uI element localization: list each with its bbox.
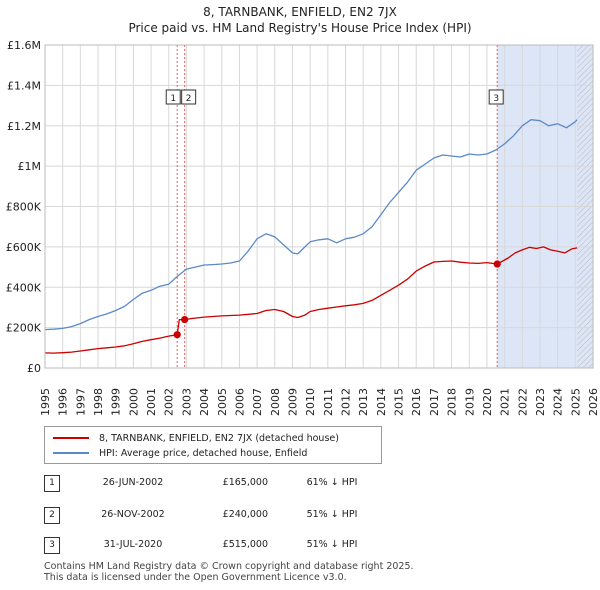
- y-tick-label: £1.4M: [7, 79, 41, 92]
- transaction-number: 2: [44, 507, 60, 524]
- y-tick-label: £1.2M: [7, 120, 41, 133]
- x-tick-label: 2009: [286, 388, 299, 416]
- marker-box: [181, 89, 197, 105]
- x-tick-label: 2016: [410, 388, 423, 416]
- transaction-hpi: 51% ↓ HPI: [306, 509, 358, 520]
- x-tick-label: 1996: [57, 388, 70, 416]
- marker-label: 3: [493, 94, 499, 104]
- footer-line2: This data is licensed under the Open Gov…: [44, 572, 347, 583]
- sale-point: [173, 331, 181, 339]
- x-tick-label: 2017: [428, 388, 441, 416]
- transaction-price: £515,000: [222, 539, 268, 550]
- y-tick-label: £600K: [6, 241, 42, 254]
- x-tick-label: 2021: [499, 388, 512, 416]
- footer-attribution: Contains HM Land Registry data © Crown c…: [44, 561, 414, 583]
- marker-box: [165, 89, 181, 105]
- x-tick-label: 2025: [569, 388, 582, 416]
- y-tick-label: £800K: [6, 201, 42, 214]
- x-tick-label: 2001: [145, 388, 158, 416]
- x-tick-label: 1999: [110, 388, 123, 416]
- y-tick-label: £200K: [6, 322, 42, 335]
- x-tick-label: 2014: [375, 388, 388, 416]
- x-tick-label: 1998: [92, 388, 105, 416]
- x-tick-label: 1995: [39, 388, 52, 416]
- transaction-number: 1: [44, 475, 60, 492]
- x-tick-label: 2006: [233, 388, 246, 416]
- x-tick-label: 2026: [587, 388, 600, 416]
- chart-title: 8, TARNBANK, ENFIELD, EN2 7JX Price paid…: [0, 4, 600, 36]
- hpi-line: [44, 119, 578, 331]
- transaction-row: 1 26-JUN-2002 £165,000 61% ↓ HPI: [44, 475, 464, 493]
- y-tick-label: £1.6M: [7, 39, 41, 52]
- x-tick-label: 2020: [481, 388, 494, 416]
- x-tick-label: 2019: [463, 388, 476, 416]
- x-tick-label: 2023: [534, 388, 547, 416]
- x-tick-label: 1997: [74, 388, 87, 416]
- x-tick-label: 2010: [304, 388, 317, 416]
- x-tick-label: 2015: [393, 388, 406, 416]
- x-tick-label: 2007: [251, 388, 264, 416]
- x-tick-label: 2011: [322, 388, 335, 416]
- x-tick-label: 2003: [180, 388, 193, 416]
- chart-title-line1: 8, TARNBANK, ENFIELD, EN2 7JX: [203, 5, 397, 19]
- transaction-price: £165,000: [222, 477, 268, 488]
- legend-item-property: 8, TARNBANK, ENFIELD, EN2 7JX (detached …: [53, 430, 339, 446]
- chart-legend: 8, TARNBANK, ENFIELD, EN2 7JX (detached …: [44, 426, 382, 464]
- legend-label-property: 8, TARNBANK, ENFIELD, EN2 7JX (detached …: [99, 432, 339, 444]
- transaction-number: 3: [44, 537, 60, 554]
- legend-swatch-property: [53, 437, 89, 439]
- y-tick-label: £400K: [6, 281, 42, 294]
- transaction-date: 31-JUL-2020: [103, 539, 163, 550]
- x-tick-label: 2024: [552, 388, 565, 416]
- marker-box: [488, 89, 504, 105]
- x-tick-label: 2004: [198, 388, 211, 416]
- legend-label-hpi: HPI: Average price, detached house, Enfi…: [99, 447, 308, 459]
- transaction-row: 3 31-JUL-2020 £515,000 51% ↓ HPI: [44, 537, 464, 555]
- legend-swatch-hpi: [53, 452, 89, 454]
- x-tick-label: 2012: [340, 388, 353, 416]
- x-tick-label: 2013: [357, 388, 370, 416]
- y-tick-label: £0: [27, 362, 41, 375]
- transaction-hpi: 51% ↓ HPI: [306, 539, 358, 550]
- transaction-price: £240,000: [222, 509, 268, 520]
- y-tick-label: £1M: [18, 160, 42, 173]
- x-tick-label: 2002: [163, 388, 176, 416]
- x-tick-label: 2018: [446, 388, 459, 416]
- x-tick-label: 2008: [269, 388, 282, 416]
- transaction-hpi: 61% ↓ HPI: [306, 477, 358, 488]
- x-tick-label: 2005: [216, 388, 229, 416]
- transaction-date: 26-JUN-2002: [102, 477, 164, 488]
- sale-point: [493, 260, 501, 268]
- x-tick-label: 2000: [127, 388, 140, 416]
- transaction-date: 26-NOV-2002: [101, 509, 165, 520]
- legend-item-hpi: HPI: Average price, detached house, Enfi…: [53, 445, 307, 461]
- footer-line1: Contains HM Land Registry data © Crown c…: [44, 561, 414, 572]
- transaction-row: 2 26-NOV-2002 £240,000 51% ↓ HPI: [44, 507, 464, 525]
- marker-label: 1: [170, 94, 176, 104]
- chart-title-line2: Price paid vs. HM Land Registry's House …: [128, 21, 472, 35]
- property-price-line: [44, 246, 578, 354]
- plot-frame: [44, 44, 594, 369]
- sale-point: [181, 315, 189, 324]
- marker-label: 2: [186, 94, 192, 104]
- x-tick-label: 2022: [516, 388, 529, 416]
